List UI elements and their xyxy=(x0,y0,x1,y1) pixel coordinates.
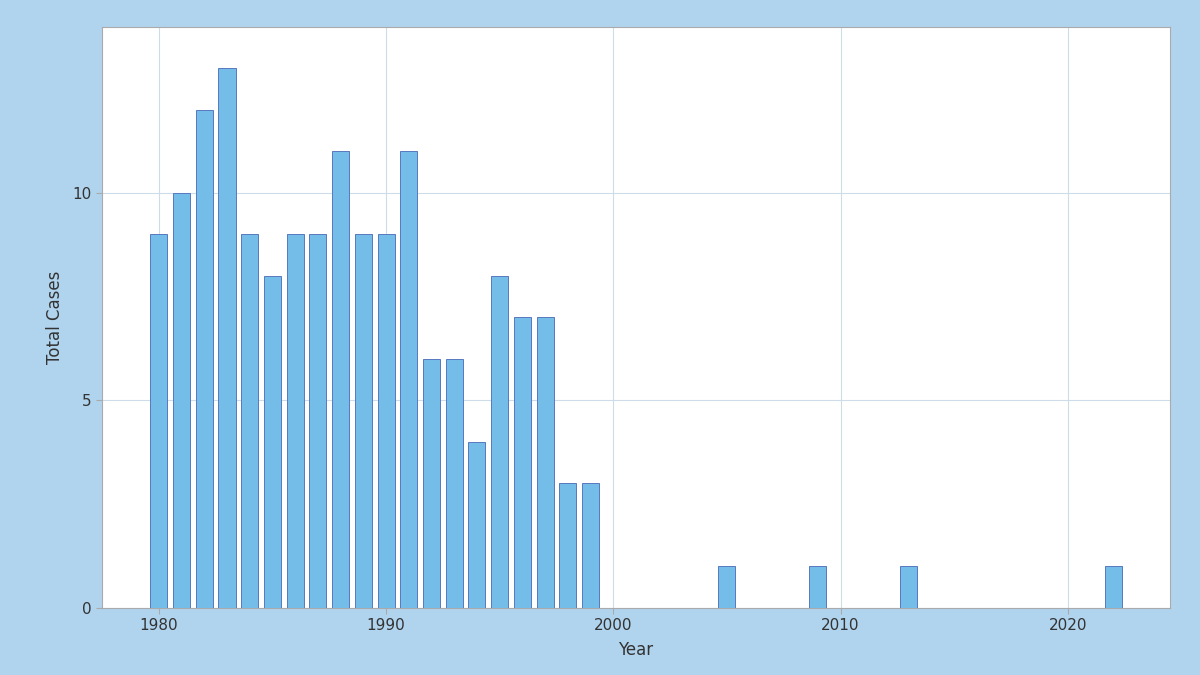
Bar xyxy=(264,276,281,608)
Bar xyxy=(445,358,463,608)
Bar xyxy=(401,151,418,608)
Bar xyxy=(310,234,326,608)
Bar xyxy=(355,234,372,608)
Bar xyxy=(287,234,304,608)
Bar xyxy=(514,317,530,608)
Bar xyxy=(491,276,508,608)
Bar xyxy=(536,317,553,608)
Bar xyxy=(468,441,486,608)
Bar xyxy=(559,483,576,608)
Y-axis label: Total Cases: Total Cases xyxy=(46,271,64,364)
Bar xyxy=(173,193,190,608)
Bar xyxy=(1105,566,1122,608)
Bar xyxy=(378,234,395,608)
Bar xyxy=(218,68,235,608)
Bar xyxy=(332,151,349,608)
Bar xyxy=(241,234,258,608)
Bar xyxy=(196,110,212,608)
Bar xyxy=(582,483,599,608)
Bar xyxy=(809,566,827,608)
Bar xyxy=(150,234,167,608)
Bar xyxy=(422,358,440,608)
X-axis label: Year: Year xyxy=(618,641,654,659)
Bar xyxy=(900,566,917,608)
Bar xyxy=(719,566,736,608)
